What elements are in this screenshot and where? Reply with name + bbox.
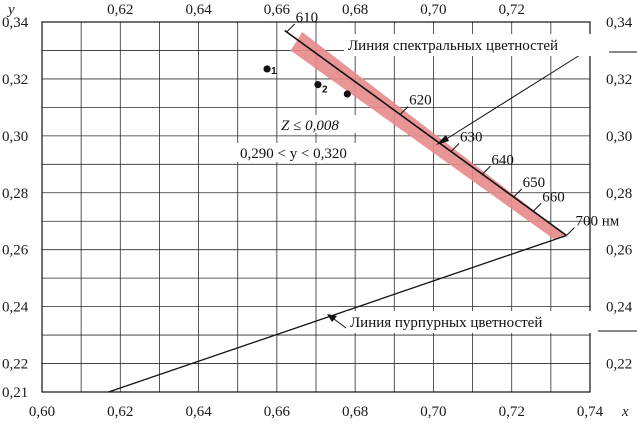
spectral-locus-label: Линия спектральных цветностей — [348, 38, 558, 54]
x-top-tick-label: 0,70 — [420, 2, 446, 18]
purple-line-label: Линия пурпурных цветностей — [350, 315, 542, 331]
wavelength-label: 660 — [542, 189, 565, 205]
x-tick-label: 0,66 — [264, 404, 291, 420]
wavelength-tick — [566, 227, 575, 236]
y-tick-label: 0,21 — [2, 385, 28, 401]
measured-point — [343, 90, 351, 98]
wavelength-label: 610 — [296, 10, 319, 26]
wavelength-tick — [399, 106, 409, 115]
x-tick-label: 0,64 — [185, 404, 212, 420]
y-condition-bg — [237, 143, 367, 162]
y-tick-label: 0,32 — [2, 72, 28, 88]
measured-point — [314, 81, 322, 89]
y-right-tick-label: 0,24 — [606, 300, 633, 316]
purple-arrow-head — [327, 314, 337, 322]
x-top-tick-label: 0,72 — [499, 2, 525, 18]
point-label: 2 — [322, 85, 328, 96]
x-tick-label: 0,62 — [107, 404, 133, 420]
wavelength-label: 630 — [460, 130, 483, 146]
measured-points: 12 — [263, 65, 351, 98]
y-right-tick-label: 0,30 — [606, 129, 632, 145]
purple-label-bg — [346, 311, 598, 333]
spectral-arrow-head — [436, 135, 449, 145]
x-top-tick-label: 0,64 — [185, 2, 212, 18]
x-top-tick-label: 0,66 — [264, 2, 291, 18]
y-tick-label: 0,34 — [2, 15, 29, 31]
purple-line — [108, 234, 567, 393]
y-tick-label: 0,30 — [2, 129, 28, 145]
x-tick-label: 0,60 — [29, 404, 55, 420]
x-top-tick-label: 0,62 — [107, 2, 133, 18]
wavelength-label: 650 — [523, 175, 546, 191]
grid — [41, 21, 591, 393]
wavelength-label: 700 нм — [576, 213, 620, 229]
spectral-leader-arrow — [439, 54, 581, 144]
wavelength-label: 640 — [491, 152, 514, 168]
y-right-tick-label: 0,32 — [606, 72, 632, 88]
wavelength-tick — [286, 23, 295, 33]
wavelength-tick — [482, 165, 491, 175]
y-right-tick-label: 0,28 — [606, 186, 632, 202]
spectral-label-bg — [344, 34, 609, 56]
y-tick-label: 0,28 — [2, 186, 28, 202]
wavelength-tick — [532, 202, 542, 212]
z-condition-label: Z ≤ 0,008 — [281, 118, 339, 134]
x-tick-label: 0,72 — [499, 404, 525, 420]
y-tick-label: 0,24 — [2, 300, 29, 316]
wavelength-label: 620 — [409, 93, 432, 109]
x-axis-label: x — [621, 404, 629, 420]
plot-frame — [41, 21, 591, 393]
y-condition-label: 0,290 < y < 0,320 — [240, 146, 347, 162]
wavelength-tick — [450, 143, 460, 152]
y-tick-label: 0,22 — [2, 357, 28, 373]
locus-lines — [108, 29, 637, 393]
tick-labels: 0,60 0,62 0,64 0,66 0,68 0,70 0,72 0,74 0,62 0,64… — [2, 2, 633, 420]
point-label: 1 — [271, 66, 277, 77]
y-tick-label: 0,26 — [2, 243, 29, 259]
x-tick-label: 0,70 — [420, 404, 446, 420]
x-top-tick-label: 0,68 — [342, 2, 368, 18]
y-axis-label: y — [6, 2, 15, 18]
spectral-locus-line — [284, 29, 567, 237]
y-right-tick-label: 0,26 — [606, 243, 633, 259]
y-right-tick-label: 0,22 — [606, 357, 632, 373]
x-tick-label: 0,74 — [577, 404, 604, 420]
wavelength-tick — [513, 188, 523, 198]
measured-point — [263, 65, 271, 73]
y-right-tick-label: 0,34 — [606, 15, 633, 31]
x-tick-label: 0,68 — [342, 404, 368, 420]
z-condition-bg — [278, 115, 358, 133]
